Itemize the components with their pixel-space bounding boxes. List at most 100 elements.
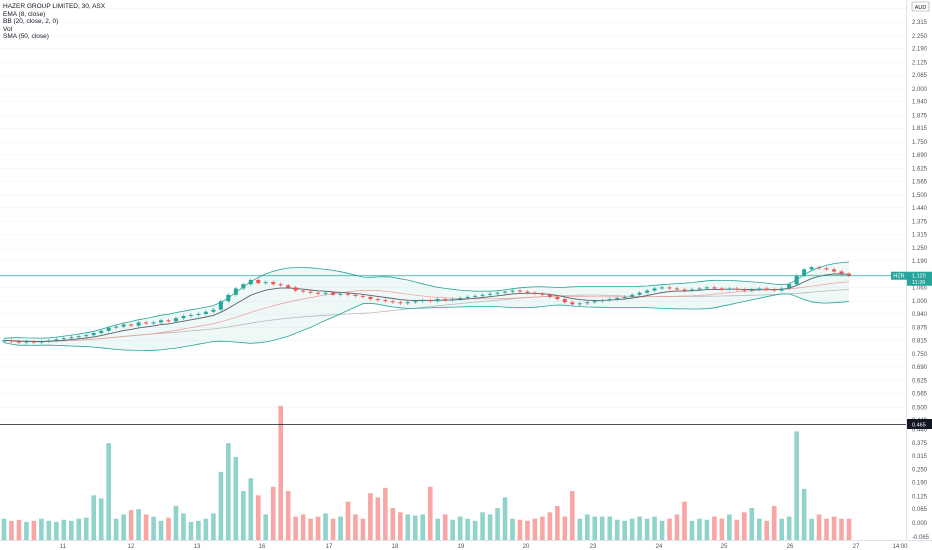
volume-bar: [218, 471, 224, 540]
currency-label: AUD: [915, 5, 927, 11]
last-price-value: 1.120: [912, 274, 926, 280]
volume-bar: [383, 487, 388, 540]
candle: [622, 295, 627, 300]
ema-line: [3, 273, 850, 342]
price-tick-label: 2.125: [912, 60, 928, 66]
price-axis[interactable]: 2.3802.3152.2502.1902.1252.0652.0001.940…: [912, 6, 928, 424]
volume-bar: [465, 518, 470, 540]
legend-sma[interactable]: SMA (50, close): [3, 33, 49, 41]
volume-bar: [46, 520, 52, 540]
volume-bar: [659, 520, 665, 540]
volume-bar: [285, 491, 291, 540]
candle: [465, 295, 470, 300]
time-axis[interactable]: 11 12 13 16 17 18 19 20 23 24 25 26 27 14:00: [60, 544, 908, 550]
price-tick-label: 1.190: [912, 259, 928, 265]
candle: [428, 298, 433, 303]
volume-axis[interactable]: 0.440 0.375 0.315 0.250 0.190 0.125 0.065 0.000…: [912, 427, 930, 541]
volume-bar: [502, 497, 508, 540]
candle: [256, 278, 261, 285]
volume-bar: [480, 512, 485, 540]
bollinger-basis-line: [3, 281, 850, 343]
price-tick-label: 0.565: [912, 391, 928, 397]
candle: [331, 290, 336, 297]
last-price-symbol: HZR: [893, 274, 904, 280]
candle: [510, 288, 515, 294]
candle: [562, 297, 567, 304]
candle: [585, 300, 590, 305]
price-tick-label: 1.625: [912, 167, 928, 173]
volume-bar: [136, 509, 141, 540]
volume-bar: [704, 519, 710, 540]
price-tick-label: 1.565: [912, 179, 928, 185]
volume-bar: [24, 521, 29, 540]
volume-bar: [412, 515, 418, 540]
candle: [652, 286, 657, 293]
volume-bar: [487, 514, 493, 540]
legend-vol[interactable]: Vol: [3, 25, 13, 33]
price-tick-label: 1.440: [912, 206, 928, 212]
volume-tick-label: 0.125: [912, 494, 928, 500]
candle: [241, 282, 246, 291]
volume-bar: [233, 456, 239, 540]
candle: [435, 297, 440, 303]
volume-tick-label: 0.190: [912, 481, 928, 487]
volume-bar: [390, 508, 396, 540]
candle: [301, 288, 306, 294]
price-tick-label: 0.500: [912, 405, 928, 411]
volume-bar: [442, 514, 448, 540]
candle: [248, 278, 253, 286]
candle: [226, 293, 231, 303]
currency-badge[interactable]: AUD: [911, 1, 930, 12]
volume-bar: [607, 516, 613, 540]
volume-bar: [91, 495, 97, 540]
time-tick-label: 23: [590, 544, 597, 550]
volume-bar: [592, 516, 598, 540]
volume-bar: [158, 520, 164, 540]
price-tick-label: 0.750: [912, 352, 928, 358]
price-tick-label: 2.190: [912, 47, 928, 53]
candle: [742, 287, 747, 293]
volume-bar: [300, 514, 306, 540]
candles-layer: [2, 265, 851, 345]
candle: [218, 299, 223, 312]
volume-bar: [98, 498, 104, 540]
candle: [2, 338, 6, 344]
candle: [779, 286, 784, 293]
volume-bar: [420, 514, 426, 540]
volume-bar: [786, 516, 792, 540]
price-tick-label: 1.250: [912, 246, 928, 252]
price-tick-label: 1.875: [912, 114, 928, 120]
volume-bar: [54, 521, 59, 540]
volume-bar: [682, 501, 687, 540]
legend-ema[interactable]: EMA (8, close): [3, 10, 46, 18]
volume-bar: [764, 520, 770, 540]
time-tick-label: 16: [259, 544, 266, 550]
volume-bar: [166, 517, 171, 540]
candle: [181, 314, 186, 320]
price-tick-label: 0.625: [912, 379, 928, 385]
legend-title[interactable]: HAZER GROUP LIMITED, 30, ASX: [3, 3, 106, 10]
volume-bar: [555, 505, 560, 540]
volume-bar: [697, 518, 702, 540]
volume-bar: [375, 497, 381, 540]
volume-tick-label: 0.440: [912, 427, 928, 433]
volume-bar: [315, 516, 321, 540]
candle: [615, 296, 620, 301]
time-tick-label: 18: [392, 544, 399, 550]
volume-bar: [450, 519, 455, 540]
volume-bar: [76, 518, 82, 540]
volume-bar: [435, 518, 441, 540]
candle: [488, 292, 493, 297]
volume-bar: [629, 518, 635, 540]
volume-bar: [517, 519, 523, 540]
legend-bb[interactable]: BB (20, close, 2, 0): [3, 18, 59, 26]
candle: [375, 297, 380, 302]
price-grid: [0, 8, 906, 421]
volume-bar: [143, 514, 149, 540]
candle: [525, 289, 530, 295]
price-tick-label: 1.750: [912, 140, 928, 146]
candle: [749, 287, 754, 293]
price-tick-label: 1.690: [912, 153, 928, 159]
candle: [592, 299, 597, 304]
